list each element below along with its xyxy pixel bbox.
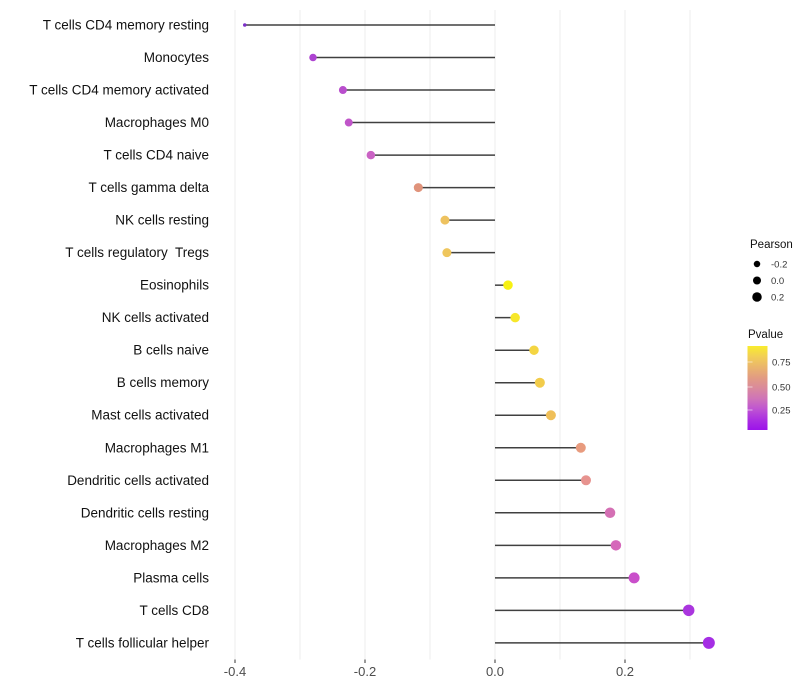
pearson-legend-dot [753,260,761,268]
lollipop-row: T cells follicular helper [76,635,715,650]
lollipop-row: Eosinophils [140,278,513,293]
lollipop-dot [440,215,450,225]
y-axis-label: NK cells resting [115,213,209,228]
lollipop-dot [682,604,695,617]
lollipop-dot [503,280,513,290]
y-axis-label: Macrophages M1 [105,440,209,455]
pearson-legend-label: 0.2 [771,292,784,303]
lollipop-row: T cells CD4 memory activated [29,83,495,98]
pvalue-gradient-bar [747,346,768,430]
y-axis-label: NK cells activated [102,310,209,325]
lollipop-row: Dendritic cells activated [67,473,591,488]
x-axis-tick-label: -0.2 [354,664,376,679]
lollipop-dot [534,377,545,388]
y-axis-label: T cells follicular helper [76,635,210,650]
lollipop-dot [581,475,591,486]
pearson-legend-label: 0.0 [771,276,784,287]
lollipop-dot [702,636,715,649]
y-axis-label: T cells CD4 memory activated [29,83,209,98]
lollipop-dot [604,507,616,519]
x-axis-group: -0.4 -0.2 0.0 0.2 [224,659,634,679]
y-axis-label: T cells CD4 memory resting [43,18,209,33]
lollipop-dot [610,540,622,551]
lollipop-row: NK cells resting [115,213,495,228]
lollipop-dot [628,572,640,584]
x-axis-tick-label: 0.2 [616,664,634,679]
y-axis-label: T cells gamma delta [88,180,209,195]
lollipop-row: T cells CD4 naive [103,148,495,163]
pvalue-legend-label: 0.25 [772,405,791,416]
y-axis-label: Dendritic cells activated [67,473,209,488]
lollipop-row: B cells naive [133,343,539,358]
lollipop-row: NK cells activated [102,310,520,325]
y-axis-label: Macrophages M0 [105,115,209,130]
lollipop-row: Macrophages M1 [105,440,586,455]
lollipop-dot [575,442,586,453]
lollipop-dot [529,345,539,355]
rows-group: T cells CD4 memory resting Monocytes T cel… [29,18,715,650]
lollipop-row: Monocytes [144,50,495,65]
pearson-legend-dot [753,276,761,285]
y-axis-label: Macrophages M2 [105,538,209,553]
y-axis-label: Plasma cells [133,570,209,585]
y-axis-label: T cells CD8 [139,603,209,618]
pearson-legend: Pearson -0.2 0.0 0.2 [750,239,793,303]
lollipop-row: Macrophages M2 [105,538,622,553]
lollipop-row: Macrophages M0 [105,115,495,130]
y-axis-label: Monocytes [144,50,210,65]
lollipop-dot [338,86,347,95]
pearson-legend-title: Pearson [750,239,793,251]
y-axis-label: Dendritic cells resting [81,505,209,520]
lollipop-row: Mast cells activated [91,408,556,423]
pvalue-legend-title: Pvalue [748,329,783,341]
lollipop-dot [413,183,423,193]
pvalue-legend-label: 0.50 [772,382,791,393]
y-axis-label: B cells memory [117,375,210,390]
y-axis-label: Mast cells activated [91,408,209,423]
y-axis-label: T cells CD4 naive [103,148,209,163]
pearson-legend-dot [752,292,762,302]
lollipop-row: B cells memory [117,375,545,390]
lollipop-row: T cells regulatory Tregs [65,245,495,260]
lollipop-row: Plasma cells [133,570,640,585]
lollipop-dot [243,23,247,27]
pearson-legend-label: -0.2 [771,259,787,270]
lollipop-dot [442,248,452,258]
y-axis-label: T cells regulatory Tregs [65,245,209,260]
lollipop-row: Dendritic cells resting [81,505,616,520]
pvalue-legend: Pvalue 0.75 0.50 0.25 [747,329,791,430]
x-axis-tick-label: -0.4 [224,664,246,679]
gridlines-group [234,10,691,660]
lollipop-row: T cells CD8 [139,603,695,618]
lollipop-dot [366,150,376,160]
y-axis-label: Eosinophils [140,278,209,293]
y-axis-label: B cells naive [133,343,209,358]
lollipop-dot [545,410,556,421]
lollipop-row: T cells gamma delta [88,180,495,195]
lollipop-row: T cells CD4 memory resting [43,18,495,33]
lollipop-dot [510,312,520,323]
pvalue-legend-label: 0.75 [772,357,791,368]
lollipop-dot [344,118,353,127]
lollipop-dot [309,53,317,62]
x-axis-tick-label: 0.0 [486,664,504,679]
